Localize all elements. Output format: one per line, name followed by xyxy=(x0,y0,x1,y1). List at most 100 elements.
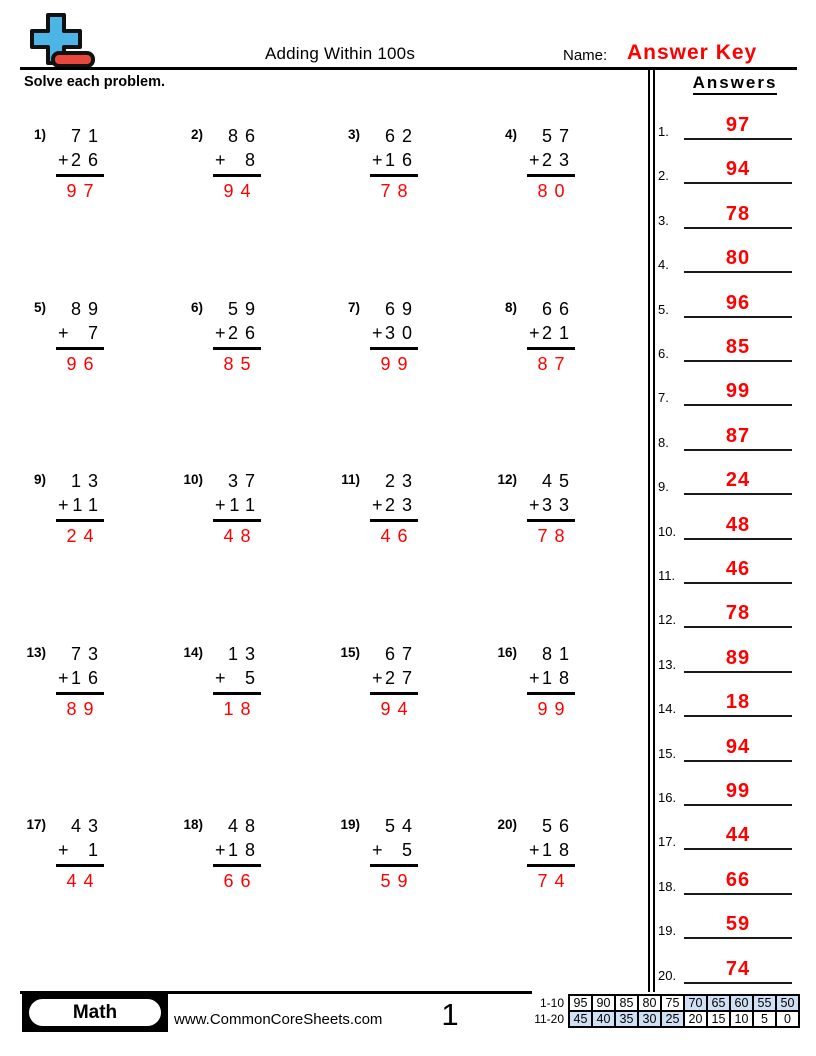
problem-work: 66 21 + 87 xyxy=(527,297,575,397)
sum-line xyxy=(370,691,418,695)
problem-number: 3) xyxy=(347,127,360,142)
answer-value: 46 xyxy=(725,558,751,580)
plus-sign: + xyxy=(372,150,383,170)
problem-answer: 99 xyxy=(537,698,572,719)
answer-number: 2. xyxy=(658,168,669,184)
answer-value: 74 xyxy=(725,957,751,980)
plus-sign: + xyxy=(372,667,383,688)
top-operand: 56 xyxy=(541,816,576,836)
answer-number: 18. xyxy=(658,878,677,894)
answer-line xyxy=(684,226,792,229)
plus-sign: + xyxy=(529,322,540,343)
header-divider xyxy=(20,67,797,70)
answer-value: 87 xyxy=(725,424,751,447)
answer-line xyxy=(684,182,792,185)
bottom-operand: 5 + xyxy=(372,840,419,860)
grade-cell: 20 xyxy=(683,1010,708,1028)
bottom-operand: 33 + xyxy=(529,495,576,515)
problem: 5) 89 7 + 96 xyxy=(22,297,162,397)
problem-work: 23 23 + 46 xyxy=(370,469,418,569)
sum-line xyxy=(527,174,575,177)
top-operand: 54 xyxy=(384,816,419,836)
bottom-operand: 11 + xyxy=(58,495,105,515)
answer-line xyxy=(684,582,792,584)
sum-line xyxy=(56,864,104,867)
problem-answer: 78 xyxy=(380,181,415,201)
instruction-text: Solve each problem. xyxy=(24,74,166,90)
plus-sign: + xyxy=(215,840,226,860)
answer-value: 89 xyxy=(725,646,751,669)
problem: 17) 43 1 + 44 xyxy=(22,814,162,914)
problem-answer: 18 xyxy=(223,698,258,719)
problem: 18) 48 18 + 66 xyxy=(179,814,319,914)
answer-number: 11. xyxy=(658,568,676,583)
answers-column-divider xyxy=(648,68,655,992)
answer-line xyxy=(684,138,792,140)
bottom-operand: 27 + xyxy=(372,667,419,688)
problem-work: 67 27 + 94 xyxy=(370,642,418,742)
answer-number: 10. xyxy=(658,523,677,539)
answer-row: 8. 87 xyxy=(652,411,802,455)
top-operand: 73 xyxy=(70,643,105,664)
bottom-operand: 26 + xyxy=(215,322,262,343)
answer-line xyxy=(684,892,792,895)
problem-number: 11) xyxy=(341,472,360,487)
answer-line xyxy=(684,937,792,940)
answer-line xyxy=(684,315,792,318)
subject-badge: Math xyxy=(22,993,168,1032)
grade-cell: 0 xyxy=(775,1010,800,1028)
grade-range-label: 1-10 xyxy=(539,996,564,1010)
answer-line xyxy=(684,537,792,540)
problem-number: 6) xyxy=(190,299,203,315)
problem-answer: 78 xyxy=(537,526,572,546)
problem: 2) 86 8 + 94 xyxy=(179,124,319,224)
plus-sign: + xyxy=(215,667,226,688)
grade-cell: 60 xyxy=(729,994,754,1012)
answer-number: 16. xyxy=(658,790,677,805)
problem: 11) 23 23 + 46 xyxy=(336,469,476,569)
answer-value: 18 xyxy=(725,691,751,714)
problem-answer: 97 xyxy=(66,181,101,201)
sum-line xyxy=(213,519,261,522)
answer-line xyxy=(684,360,792,362)
top-operand: 62 xyxy=(384,126,419,146)
plus-sign: + xyxy=(372,840,383,860)
problem-work: 62 16 + 78 xyxy=(370,124,418,224)
sum-line xyxy=(213,864,261,867)
name-value: Answer Key xyxy=(627,41,758,64)
problem: 20) 56 18 + 74 xyxy=(493,814,633,914)
top-operand: 57 xyxy=(541,126,576,146)
answer-row: 15. 94 xyxy=(652,722,802,766)
answer-line xyxy=(684,448,792,451)
plus-sign: + xyxy=(215,322,226,343)
problem-number: 18) xyxy=(183,817,203,832)
problem-work: 43 1 + 44 xyxy=(56,814,104,914)
problem: 3) 62 16 + 78 xyxy=(336,124,476,224)
problem-work: 59 26 + 85 xyxy=(213,297,261,397)
problem-number: 8) xyxy=(504,299,517,315)
top-operand: 37 xyxy=(227,471,262,491)
bottom-operand: 18 + xyxy=(215,840,262,860)
problem: 13) 73 16 + 89 xyxy=(22,642,162,742)
answer-row: 10. 48 xyxy=(652,500,802,544)
commoncoresheets-logo xyxy=(26,12,96,75)
answer-row: 16. 99 xyxy=(652,766,802,810)
grade-cell: 40 xyxy=(591,1010,616,1028)
answer-line xyxy=(684,404,792,407)
problem: 19) 54 5 + 59 xyxy=(336,814,476,914)
plus-sign: + xyxy=(58,322,69,343)
problem-answer: 44 xyxy=(66,871,101,891)
answer-number: 6. xyxy=(658,346,669,361)
problem-answer: 59 xyxy=(380,871,415,891)
answer-row: 5. 96 xyxy=(652,278,802,322)
bottom-operand: 30 + xyxy=(372,322,419,343)
minus-icon xyxy=(51,51,95,68)
bottom-operand: 23 + xyxy=(372,495,419,515)
problem-number: 10) xyxy=(183,472,203,487)
plus-sign: + xyxy=(58,840,69,860)
answer-line xyxy=(684,804,792,806)
sum-line xyxy=(213,691,261,695)
plus-sign: + xyxy=(529,667,540,688)
answer-row: 4. 80 xyxy=(652,233,802,277)
problem: 7) 69 30 + 99 xyxy=(336,297,476,397)
